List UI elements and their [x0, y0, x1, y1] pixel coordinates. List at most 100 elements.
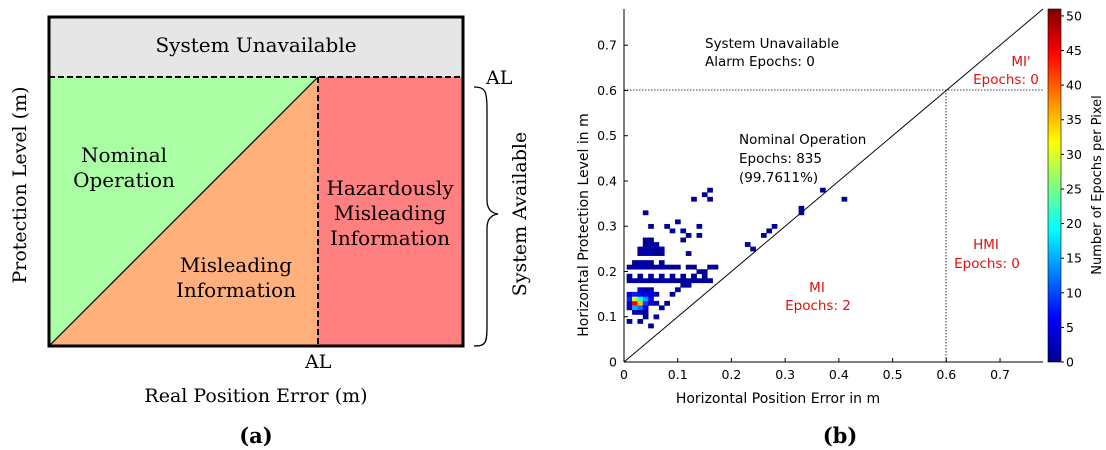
panel-a-caption: (a) — [239, 423, 272, 448]
label-unavailable-1: System Unavailable — [705, 36, 839, 52]
heatmap-cell — [664, 223, 670, 229]
heatmap-cell — [626, 319, 633, 324]
heatmap-cell — [632, 300, 638, 306]
heatmap-cell — [626, 264, 633, 270]
y-tick-label: 0.4 — [597, 173, 617, 188]
heatmap-cell — [642, 242, 649, 247]
heatmap-cell — [642, 296, 649, 302]
heatmap-cell — [648, 242, 654, 247]
heatmap-cell — [648, 291, 654, 297]
heatmap-cell — [637, 278, 644, 284]
heatmap-cells — [626, 187, 848, 329]
heatmap-cell — [648, 273, 654, 279]
label-mi-2: Epochs: 2 — [785, 298, 851, 314]
colorbar-tick-label: 30 — [1066, 147, 1082, 162]
heatmap-cell — [642, 309, 649, 315]
heatmap-cell — [669, 228, 676, 234]
colorbar-ticks: 0 5 10 15 20 25 30 35 40 45 50 — [1061, 8, 1082, 370]
colorbar-tick-label: 45 — [1066, 43, 1082, 58]
heatmap-cell — [841, 196, 848, 202]
heatmap-cell — [637, 264, 644, 270]
heatmap-cell — [648, 251, 654, 256]
heatmap-cell — [648, 296, 654, 302]
colorbar-tick-label: 15 — [1066, 251, 1082, 266]
x-tick-label: 0.5 — [883, 367, 903, 382]
heatmap-cell — [691, 273, 697, 279]
al-label-bottom: AL — [304, 351, 332, 373]
x-tick-label: 0.7 — [990, 367, 1010, 382]
heatmap-cell — [766, 228, 773, 234]
colorbar-tick-label: 20 — [1066, 216, 1082, 231]
colorbar-tick-label: 40 — [1066, 78, 1082, 93]
y-tick-label: 0.7 — [597, 38, 617, 53]
label-nominal-2: Epochs: 835 — [739, 151, 822, 167]
heatmap-cell — [685, 264, 692, 270]
heatmap-cell — [642, 278, 649, 284]
heatmap-cell — [648, 278, 654, 284]
heatmap-cell — [658, 246, 665, 252]
heatmap-cell — [637, 309, 644, 315]
unavailable-text: System Unavailable — [155, 33, 356, 57]
y-tick-label: 0.1 — [597, 309, 617, 324]
region-system-unavailable — [49, 17, 463, 77]
heatmap-cell — [642, 314, 649, 320]
heatmap-cell — [648, 300, 654, 306]
colorbar-tick-label: 50 — [1066, 8, 1082, 23]
x-tick-label: 0.6 — [936, 367, 956, 382]
heatmap-cell — [637, 260, 644, 265]
heatmap-cell — [626, 305, 633, 311]
heatmap-cell — [685, 251, 692, 256]
heatmap-cell — [653, 242, 660, 247]
heatmap-cell — [637, 273, 644, 279]
heatmap-cell — [642, 291, 649, 297]
heatmap-cell — [680, 273, 687, 279]
label-hmi-1: HMI — [973, 237, 999, 253]
heatmap-cell — [648, 323, 654, 329]
heatmap-cell — [642, 210, 649, 216]
heatmap-cell — [632, 264, 638, 270]
y-axis-ticks: 0 0.1 0.2 0.3 0.4 0.5 0.6 0.7 — [597, 38, 628, 370]
heatmap-cell — [642, 237, 649, 243]
y-tick-label: 0.6 — [597, 83, 617, 98]
nominal-text-1: Nominal — [81, 143, 167, 167]
heatmap-cell — [675, 278, 681, 284]
panel-a-schematic: System Unavailable Nominal Operation Mis… — [9, 15, 531, 448]
x-tick-label: 0.1 — [668, 367, 688, 382]
heatmap-cell — [707, 187, 713, 193]
label-mi-1: MI — [809, 280, 825, 296]
heatmap-cell — [637, 319, 644, 324]
nominal-text-2: Operation — [73, 168, 175, 192]
heatmap-cell — [653, 264, 660, 270]
colorbar — [1047, 8, 1062, 363]
heatmap-cell — [675, 264, 681, 270]
heatmap-cell — [685, 282, 692, 288]
heatmap-cell — [637, 300, 644, 306]
heatmap-cell — [648, 246, 654, 252]
region-hazardously-misleading — [318, 77, 463, 346]
panel-b-caption: (b) — [823, 423, 858, 448]
heatmap-cell — [750, 246, 756, 252]
heatmap-cell — [675, 219, 681, 225]
heatmap-cell — [632, 305, 638, 311]
y-tick-label: 0.5 — [597, 128, 617, 143]
heatmap-cell — [685, 233, 692, 238]
heatmap-cell — [637, 251, 644, 256]
heatmap-cell — [632, 296, 638, 302]
heatmap-cell — [744, 242, 751, 247]
heatmap-cell — [626, 291, 633, 297]
heatmap-cell — [626, 300, 633, 306]
heatmap-cell — [675, 287, 681, 293]
heatmap-cell — [680, 228, 687, 234]
label-nominal-1: Nominal Operation — [739, 132, 866, 148]
heatmap-cell — [712, 264, 719, 270]
y-tick-label: 0 — [609, 355, 617, 370]
heatmap-cell — [696, 278, 703, 284]
heatmap-cell — [701, 269, 708, 275]
heatmap-cell — [696, 233, 703, 238]
y-tick-label: 0.3 — [597, 219, 617, 234]
heatmap-cell — [653, 246, 660, 252]
heatmap-cell — [632, 309, 638, 315]
panel-a-frame — [47, 15, 465, 348]
x-axis-ticks: 0 0.1 0.2 0.3 0.4 0.5 0.6 0.7 — [620, 358, 1010, 382]
